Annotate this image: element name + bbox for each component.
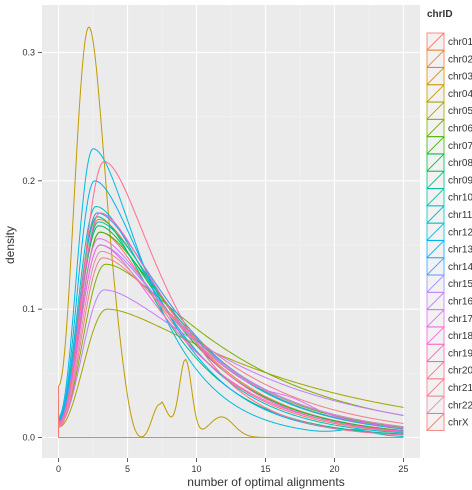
- legend-item-chr16: chr16: [426, 292, 472, 310]
- density-curve-chr21: [58, 257, 404, 428]
- legend-label: chr01: [448, 37, 472, 48]
- legend-item-chr14: chr14: [426, 257, 472, 276]
- legend-item-chr02: chr02: [426, 49, 472, 68]
- x-tick-label: 0: [56, 464, 61, 474]
- legend-label: chr19: [448, 348, 472, 359]
- y-axis-label: density: [3, 226, 17, 264]
- legend-item-chrX: chrX: [426, 413, 469, 432]
- legend-item-chr09: chr09: [426, 170, 472, 189]
- x-tick-label: 20: [329, 464, 339, 474]
- legend-key-line: [426, 136, 445, 155]
- legend-item-chr05: chr05: [426, 101, 472, 120]
- legend-item-chr18: chr18: [426, 326, 472, 345]
- density-curve-chr01: [58, 231, 404, 433]
- legend-item-chr19: chr19: [426, 343, 472, 362]
- x-tick-label: 10: [192, 464, 202, 474]
- y-tick-label: 0.1: [22, 304, 35, 314]
- legend-key-line: [426, 84, 445, 103]
- legend-key-line: [426, 101, 445, 120]
- legend-key-line: [426, 171, 445, 189]
- legend-key-line: [426, 395, 445, 414]
- density-curve-chr05: [58, 308, 404, 428]
- legend-label: chr21: [448, 383, 472, 394]
- density-curve-chr20: [58, 161, 404, 436]
- legend-item-chr22: chr22: [426, 395, 472, 414]
- legend-item-chr04: chr04: [426, 84, 472, 103]
- legend-label: chr11: [448, 210, 472, 221]
- legend-key-line: [426, 292, 445, 310]
- legend-key-line: [426, 153, 445, 172]
- legend-key-line: [426, 309, 445, 328]
- legend-title: chrID: [427, 9, 453, 20]
- legend-key-line: [426, 344, 445, 362]
- legend-item-chr12: chr12: [426, 222, 472, 241]
- density-curve-chr17: [58, 238, 404, 429]
- density-curve-chr22: [58, 250, 404, 428]
- legend-label: chr12: [448, 227, 472, 238]
- legend-label: chr13: [448, 245, 472, 256]
- legend-key-line: [426, 240, 445, 258]
- legend: chrID chr01 chr02 chr03 chr04 chr05 chr06 chr0…: [426, 9, 472, 432]
- x-tick-label: 15: [260, 464, 270, 474]
- density-curve-chr19: [58, 212, 404, 433]
- legend-label: chr05: [448, 106, 472, 117]
- legend-key-line: [426, 188, 445, 207]
- legend-label: chr15: [448, 279, 472, 290]
- legend-label: chr06: [448, 124, 472, 135]
- legend-key-line: [426, 326, 445, 345]
- legend-key-line: [426, 274, 445, 293]
- density-curve-chr06: [58, 263, 404, 426]
- legend-key-line: [426, 257, 445, 276]
- legend-key-line: [426, 378, 445, 397]
- legend-item-chr07: chr07: [426, 136, 472, 155]
- legend-label: chr10: [448, 193, 472, 204]
- legend-item-chr03: chr03: [426, 67, 472, 85]
- legend-item-chr08: chr08: [426, 153, 472, 172]
- legend-key-line: [426, 413, 445, 431]
- legend-item-chr01: chr01: [426, 32, 472, 51]
- legend-item-chr20: chr20: [426, 361, 472, 380]
- legend-key-line: [426, 222, 445, 241]
- y-tick-label: 0.3: [22, 47, 35, 57]
- x-tick-label: 5: [125, 464, 130, 474]
- legend-label: chr18: [448, 331, 472, 342]
- legend-label: chr17: [448, 314, 472, 325]
- x-axis-label: number of optimal alignments: [187, 475, 344, 489]
- legend-label: chr16: [448, 297, 472, 308]
- x-tick-label: 25: [398, 464, 408, 474]
- legend-label: chr09: [448, 175, 472, 186]
- density-curve-chr16: [58, 289, 404, 426]
- legend-item-chr11: chr11: [426, 205, 472, 224]
- legend-key-line: [426, 49, 445, 68]
- legend-label: chr08: [448, 158, 472, 169]
- legend-label: chr07: [448, 141, 472, 152]
- legend-key-line: [426, 205, 445, 224]
- legend-item-chr15: chr15: [426, 274, 472, 293]
- legend-label: chr04: [448, 89, 472, 100]
- legend-key-line: [426, 67, 445, 85]
- legend-item-chr17: chr17: [426, 309, 472, 328]
- legend-label: chr02: [448, 54, 472, 65]
- density-curve-chrX: [58, 386, 404, 438]
- legend-key-line: [426, 119, 445, 137]
- legend-label: chrX: [448, 418, 469, 429]
- legend-label: chr22: [448, 400, 472, 411]
- legend-item-chr21: chr21: [426, 378, 472, 397]
- legend-item-chr06: chr06: [426, 119, 472, 137]
- legend-item-chr10: chr10: [426, 188, 472, 207]
- legend-key-line: [426, 32, 445, 51]
- y-tick-label: 0.0: [22, 432, 35, 442]
- legend-label: chr03: [448, 72, 472, 83]
- legend-item-chr13: chr13: [426, 240, 472, 259]
- legend-key-line: [426, 361, 445, 380]
- legend-label: chr20: [448, 366, 472, 377]
- density-curves: [58, 26, 404, 438]
- y-tick-label: 0.2: [22, 176, 35, 186]
- axes: 0 5 10 15 20 25 0.0 0.1 0.2 0.3: [22, 47, 408, 474]
- legend-label: chr14: [448, 262, 472, 273]
